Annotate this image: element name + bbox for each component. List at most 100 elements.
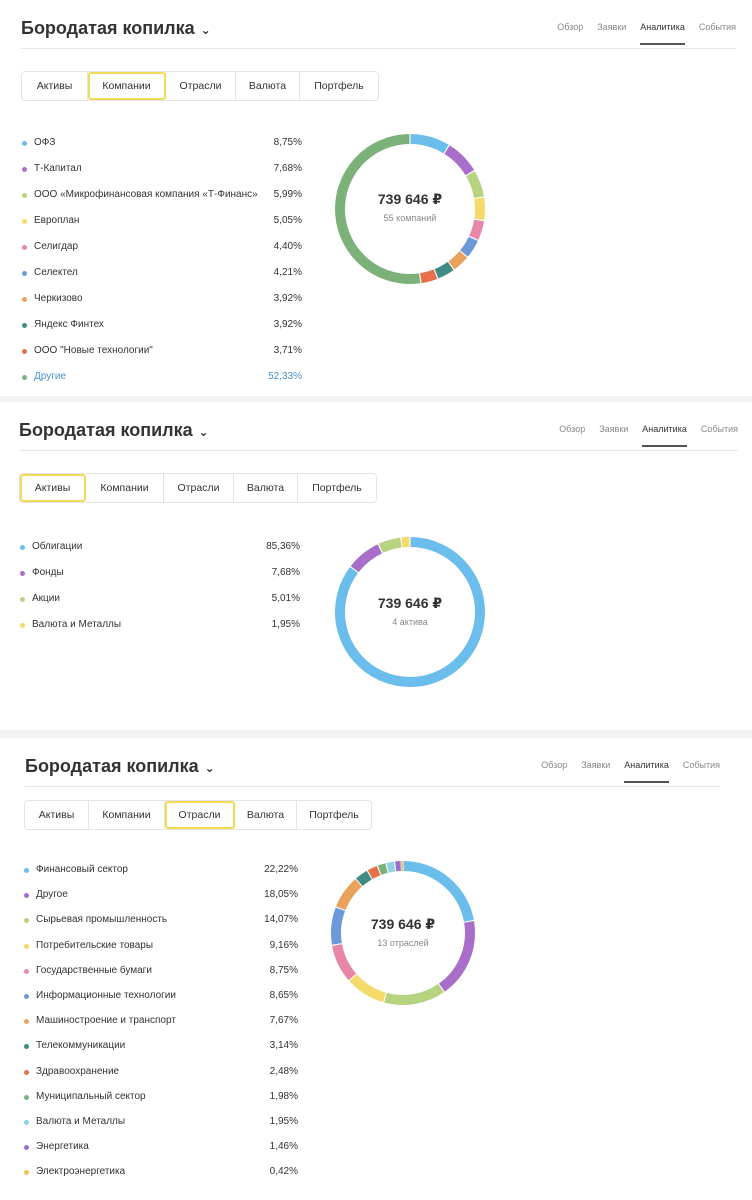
list-item: Т-Капитал 7,68% [22, 163, 302, 177]
donut-slice[interactable] [474, 197, 485, 221]
legend-dot-icon [22, 245, 27, 250]
list-item-percent: 1,95% [269, 1116, 298, 1127]
nav-events[interactable]: События [682, 760, 720, 770]
donut-slice[interactable] [448, 251, 468, 270]
list-item: Финансовый сектор 22,22% [24, 864, 298, 878]
list-item-label: Информационные технологии [36, 990, 176, 1001]
donut-slice[interactable] [444, 145, 475, 176]
list-item-percent: 1,95% [271, 619, 300, 630]
donut-slice[interactable] [460, 236, 478, 257]
list-item: Энергетика 1,46% [24, 1141, 298, 1155]
donut-slice[interactable] [349, 974, 387, 1003]
donut-slice[interactable] [331, 907, 346, 945]
list-item-percent: 8,75% [273, 137, 302, 148]
legend-dot-icon [24, 1170, 29, 1176]
list-item-percent: 8,75% [269, 964, 298, 976]
tab-assets[interactable]: Активы [20, 474, 86, 502]
tab-companies[interactable]: Компании [89, 801, 165, 829]
list-item: Муниципальный сектор 1,98% [24, 1091, 298, 1105]
donut-slice[interactable] [384, 983, 444, 1005]
donut-slice[interactable] [377, 863, 388, 875]
top-nav: Обзор Заявки Аналитика События [541, 760, 720, 783]
tab-currency[interactable]: Валюта [234, 474, 298, 502]
legend-dot-icon [24, 968, 29, 974]
tab-companies[interactable]: Компании [88, 72, 166, 100]
nav-analytics[interactable]: Аналитика [624, 760, 669, 783]
nav-overview[interactable]: Обзор [557, 22, 584, 32]
legend-dot-icon [24, 1019, 29, 1025]
donut-slice[interactable] [335, 134, 421, 284]
list-item: Облигации 85,36% [20, 541, 300, 555]
donut-slice[interactable] [386, 861, 396, 873]
list-item-percent: 9,16% [269, 939, 298, 951]
list-item-label: Машиностроение и транспорт [36, 1015, 176, 1027]
portfolio-title[interactable]: Бородатая копилка ⌄ [19, 420, 209, 441]
allocation-donut: 739 646 ₽ 55 компаний [334, 133, 486, 285]
donut-slice[interactable] [356, 870, 372, 887]
donut-slice[interactable] [336, 879, 362, 911]
tab-sectors[interactable]: Отрасли [165, 801, 235, 829]
portfolio-title[interactable]: Бородатая копилка ⌄ [25, 756, 215, 777]
list-item-percent: 5,01% [271, 593, 300, 604]
list-item-label: Валюта и Металлы [32, 619, 122, 630]
tab-portfolio[interactable]: Портфель [309, 809, 359, 821]
nav-overview[interactable]: Обзор [559, 424, 586, 434]
tab-companies[interactable]: Компании [86, 474, 164, 502]
tab-assets[interactable]: Активы [22, 72, 88, 100]
nav-analytics[interactable]: Аналитика [640, 22, 685, 45]
nav-orders[interactable]: Заявки [581, 760, 611, 770]
portfolio-title-text: Бородатая копилка [21, 18, 195, 38]
nav-analytics[interactable]: Аналитика [642, 424, 687, 447]
donut-subtitle: 4 актива [392, 617, 428, 627]
donut-slice[interactable] [410, 134, 449, 154]
chevron-down-icon: ⌄ [198, 424, 209, 439]
list-item-label: Фонды [32, 567, 64, 578]
tab-sectors[interactable]: Отрасли [164, 474, 234, 502]
tab-portfolio[interactable]: Портфель [314, 80, 364, 92]
portfolio-title[interactable]: Бородатая копилка ⌄ [21, 18, 211, 39]
tab-assets[interactable]: Активы [25, 801, 89, 829]
nav-events[interactable]: События [698, 22, 736, 32]
list-item: Фонды 7,68% [20, 567, 300, 581]
list-item-percent: 3,92% [273, 319, 302, 330]
top-nav: Обзор Заявки Аналитика События [559, 424, 738, 447]
list-item-label: Телекоммуникации [36, 1040, 126, 1052]
portfolio-title-text: Бородатая копилка [25, 756, 199, 776]
legend-dot-icon [22, 167, 27, 172]
list-item-label: Селигдар [34, 241, 79, 252]
list-item-label: Облигации [32, 541, 83, 552]
donut-chart-svg [335, 537, 485, 687]
nav-orders[interactable]: Заявки [599, 424, 629, 434]
nav-overview[interactable]: Обзор [541, 760, 568, 770]
donut-slice[interactable] [403, 861, 474, 922]
list-item-label: Т-Капитал [34, 163, 82, 174]
donut-slice[interactable] [350, 544, 383, 573]
tab-currency[interactable]: Валюта [235, 801, 297, 829]
donut-slice[interactable] [335, 537, 485, 687]
list-item-percent: 2,48% [269, 1065, 298, 1077]
list-item-percent: 7,67% [269, 1015, 298, 1027]
nav-orders[interactable]: Заявки [597, 22, 627, 32]
donut-slice[interactable] [469, 219, 484, 240]
list-item-label: Сырьевая промышленность [36, 914, 168, 926]
donut-slice[interactable] [438, 921, 475, 992]
donut-slice[interactable] [465, 171, 484, 199]
portfolio-title-text: Бородатая копилка [19, 420, 193, 440]
list-item-label: Акции [32, 593, 60, 604]
donut-slice[interactable] [332, 943, 357, 981]
donut-chart-svg [331, 861, 475, 1005]
donut-slice[interactable] [378, 537, 402, 553]
legend-dot-icon [20, 597, 25, 602]
tab-sectors[interactable]: Отрасли [166, 72, 236, 100]
header: Бородатая копилка ⌄ Обзор Заявки Аналити… [0, 402, 752, 454]
legend-dot-icon [24, 1094, 29, 1100]
donut-slice[interactable] [434, 261, 454, 279]
tab-currency[interactable]: Валюта [236, 72, 300, 100]
list-item: Селигдар 4,40% [22, 241, 302, 255]
list-item: Селектел 4,21% [22, 267, 302, 281]
donut-slice[interactable] [367, 865, 381, 880]
tab-portfolio[interactable]: Портфель [312, 482, 362, 494]
donut-slice[interactable] [419, 269, 438, 284]
nav-events[interactable]: События [700, 424, 738, 434]
list-item[interactable]: Другие 52,33% [22, 371, 302, 385]
